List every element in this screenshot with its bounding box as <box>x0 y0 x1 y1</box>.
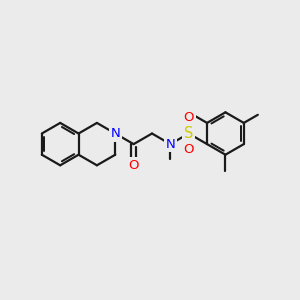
Text: N: N <box>166 138 175 151</box>
Text: O: O <box>184 111 194 124</box>
Text: S: S <box>184 126 194 141</box>
Text: O: O <box>128 159 139 172</box>
Text: O: O <box>184 143 194 156</box>
Text: N: N <box>110 127 120 140</box>
